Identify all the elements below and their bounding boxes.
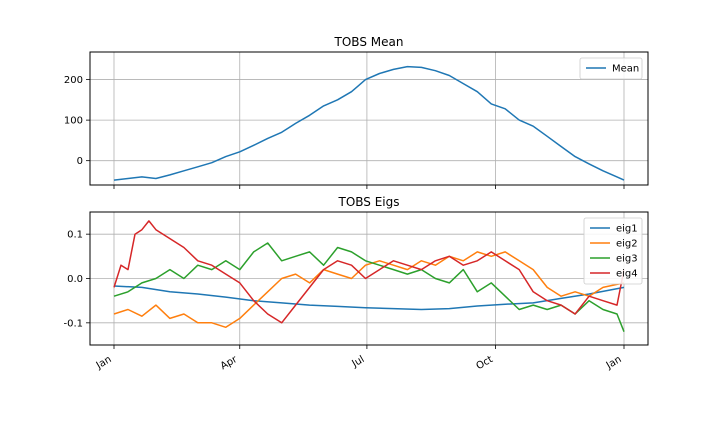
legend-box [579,57,643,80]
legend-label: eig3 [616,254,638,265]
series-line-eig1 [113,285,625,311]
y-tick-label: 0 [77,156,83,167]
legend-label: Mean [612,64,639,75]
series-line-Mean [113,65,625,181]
series-line-eig3 [113,242,625,332]
mean-y-axis: 0 100 200 [64,75,90,167]
eigs-y-axis: -0.1 0.0 0.1 [63,230,90,329]
legend-label: eig1 [616,224,638,235]
y-tick-label: 100 [64,116,83,127]
mean-grid [90,52,648,185]
legend-box [583,217,643,285]
legend-label: eig2 [616,239,638,250]
series-line-eig2 [113,251,625,329]
eigs-lines [113,220,625,332]
legend-label: eig4 [616,269,638,280]
mean-x-axis [113,185,625,189]
mean-legend: Mean [579,57,643,80]
eigs-chart-title: TOBS Eigs [337,195,399,209]
series-line-eig4 [113,220,625,324]
y-tick-label: 0.1 [67,230,83,241]
mean-panel: TOBS Mean 0 100 200 Mean [64,35,649,189]
mean-chart-title: TOBS Mean [334,35,404,49]
eigs-legend: eig1 eig2 eig3 eig4 [583,217,643,285]
y-tick-label: -0.1 [63,318,83,329]
y-tick-label: 0.0 [67,274,83,285]
mean-plot-frame [89,51,649,186]
eigs-panel: TOBS Eigs -0.10.00.1 Jan Apr Jul Oct Jan eig… [63,195,649,372]
mean-lines [113,65,625,181]
y-tick-label: 200 [64,75,83,86]
